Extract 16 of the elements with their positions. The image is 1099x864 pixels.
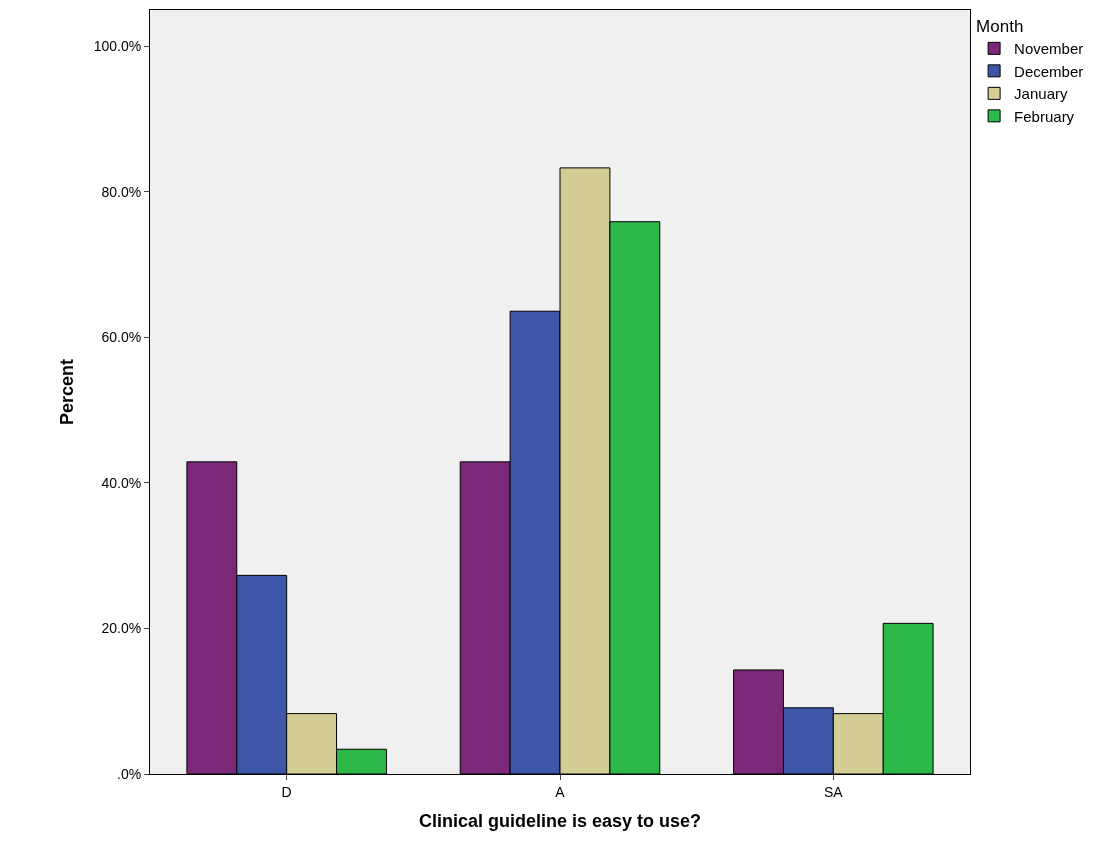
y-tick-label: .0% bbox=[117, 765, 142, 782]
legend-label: February bbox=[1014, 107, 1075, 125]
x-tick-label: A bbox=[555, 783, 566, 800]
legend-label: January bbox=[1014, 85, 1068, 103]
x-axis-title: Clinical guideline is easy to use? bbox=[418, 810, 702, 831]
legend-label: November bbox=[1014, 40, 1084, 58]
y-tick-label: 20.0% bbox=[101, 620, 142, 637]
x-tick-label: SA bbox=[823, 783, 844, 800]
legend-label: December bbox=[1014, 62, 1084, 80]
y-tick-label: 60.0% bbox=[101, 329, 142, 346]
x-tick-label: D bbox=[281, 783, 292, 800]
y-tick-label: 100.0% bbox=[93, 38, 142, 55]
legend-title: Month bbox=[976, 17, 1024, 37]
y-tick-label: 80.0% bbox=[101, 183, 142, 200]
y-axis-title: Percent bbox=[56, 358, 77, 426]
y-tick-label: 40.0% bbox=[101, 474, 142, 491]
